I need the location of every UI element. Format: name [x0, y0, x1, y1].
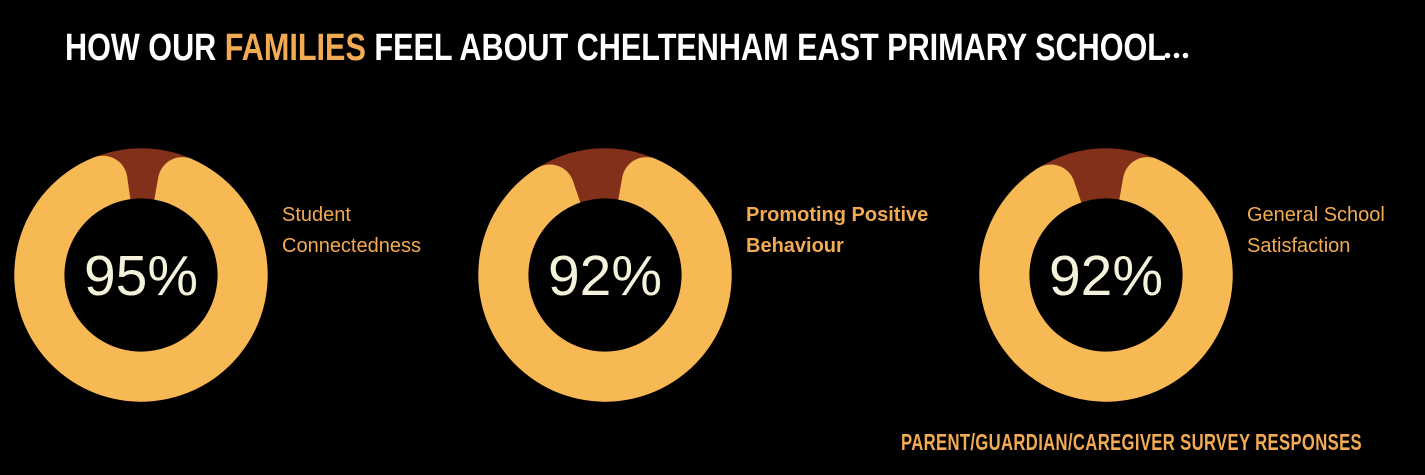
svg-text:Behaviour: Behaviour	[746, 235, 844, 257]
svg-text:Connectedness: Connectedness	[282, 235, 421, 257]
svg-text:Promoting Positive: Promoting Positive	[746, 204, 928, 226]
svg-text:Satisfaction: Satisfaction	[1247, 235, 1350, 257]
svg-text:92%: 92%	[1049, 244, 1163, 308]
svg-text:PARENT/GUARDIAN/CAREGIVER SURV: PARENT/GUARDIAN/CAREGIVER SURVEY RESPONS…	[901, 429, 1362, 455]
svg-text:95%: 95%	[84, 244, 198, 308]
svg-text:General School: General School	[1247, 204, 1385, 226]
svg-text:Student: Student	[282, 204, 351, 226]
svg-text:HOW OUR FAMILIES FEEL ABOUT CH: HOW OUR FAMILIES FEEL ABOUT CHELTENHAM E…	[65, 27, 1166, 69]
svg-text:92%: 92%	[548, 244, 662, 308]
